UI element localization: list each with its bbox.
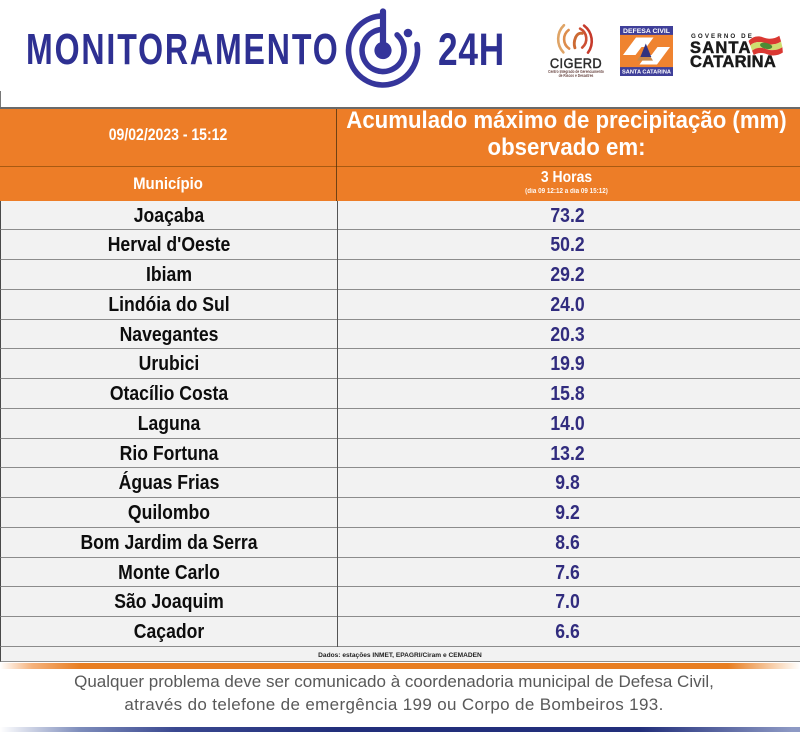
svg-text:DEFESA CIVIL: DEFESA CIVIL <box>623 28 670 35</box>
svg-text:SANTA CATARINA: SANTA CATARINA <box>622 70 671 76</box>
